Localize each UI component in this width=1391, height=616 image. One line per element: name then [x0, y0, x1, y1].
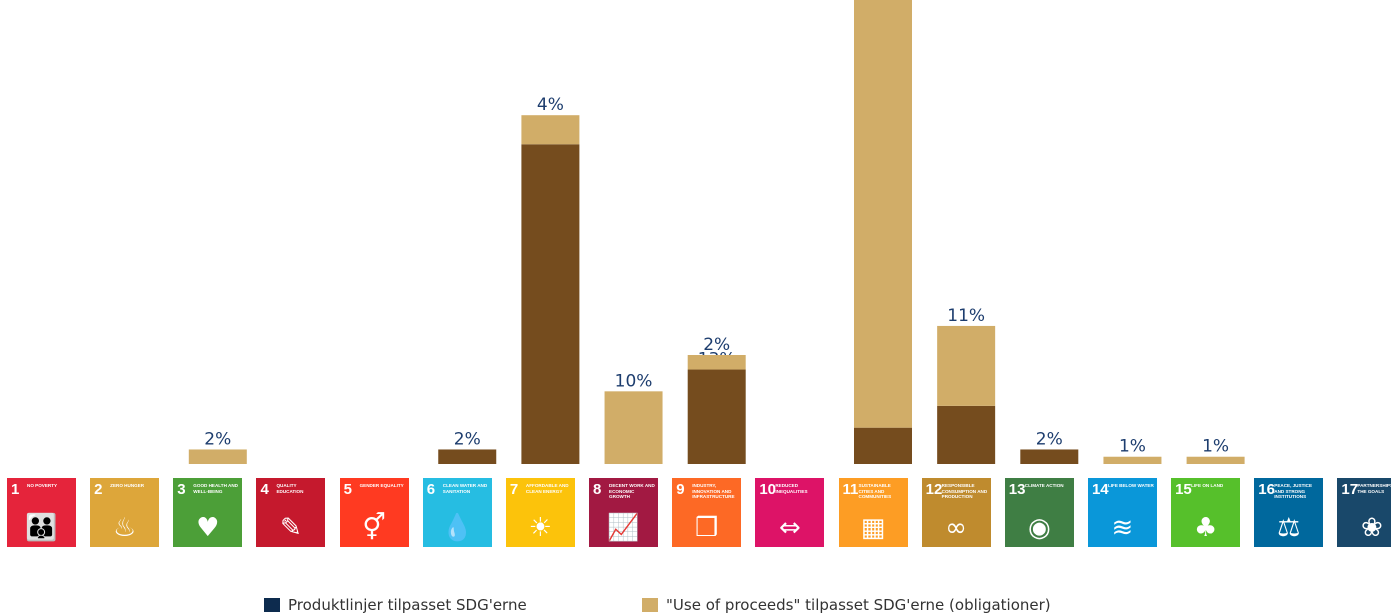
sdg-label: INDUSTRY, INNOVATION AND INFRASTRUCTURE [692, 483, 735, 499]
legend-item-use-of-proceeds: "Use of proceeds" tilpasset SDG'erne (ob… [642, 596, 1051, 614]
data-label-sdg15-series2: 1% [1202, 437, 1229, 457]
sdg-icon-4: 4 QUALITY EDUCATION ✎ [256, 478, 326, 547]
bar-sdg14-series2 [1103, 456, 1162, 464]
sdg-symbol-icon: ❀ [1360, 513, 1383, 543]
legend-label-use-of-proceeds: "Use of proceeds" tilpasset SDG'erne (ob… [666, 596, 1051, 614]
sdg-icon-3: 3 GOOD HEALTH AND WELL-BEING ♥ [173, 478, 243, 547]
sdg-icon-6: 6 CLEAN WATER AND SANITATION 💧 [422, 478, 492, 547]
sdg-icon-13: 13 CLIMATE ACTION ◉ [1004, 478, 1074, 547]
sdg-icon-9: 9 INDUSTRY, INNOVATION AND INFRASTRUCTURE… [672, 478, 742, 547]
sdg-label: REDUCED INEQUALITIES [775, 483, 808, 494]
sdg-symbol-icon: 💧 [441, 513, 474, 543]
sdg-label: CLEAN WATER AND SANITATION [442, 483, 488, 494]
sdg-icon-10: 10 REDUCED INEQUALITIES ⇔ [755, 478, 825, 547]
sdg-label: LIFE BELOW WATER [1107, 483, 1154, 488]
sdg-icon-2: 2 ZERO HUNGER ♨ [90, 478, 160, 547]
legend-item-product-lines: Produktlinjer tilpasset SDG'erne [264, 596, 527, 614]
sdg-number: 1 [11, 481, 20, 498]
sdg-number: 3 [177, 481, 186, 498]
bar-sdg12-series1 [937, 405, 996, 464]
sdg-label: CLIMATE ACTION [1024, 483, 1064, 488]
data-label-sdg9-series2: 2% [703, 335, 730, 355]
sdg-symbol-icon: ❒ [695, 513, 719, 543]
sdg-label: RESPONSIBLE CONSUMPTION AND PRODUCTION [941, 483, 988, 499]
bar-sdg7-series2 [521, 115, 580, 145]
sdg-number: 6 [426, 481, 436, 498]
sdg-symbol-icon: ♣ [1193, 513, 1218, 543]
sdg-label: AFFORDABLE AND CLEAN ENERGY [525, 483, 569, 494]
sdg-number: 15 [1175, 481, 1192, 498]
sdg-symbol-icon: 👪 [25, 513, 58, 543]
sdg-symbol-icon: ◉ [1027, 513, 1051, 543]
sdg-number: 8 [593, 481, 602, 498]
sdg-bar-chart: 2%2%44%4%10%13%2%5%60%8%11%2%1%1% [188, 0, 1245, 464]
bar-sdg3-series2 [188, 449, 247, 464]
sdg-number: 5 [343, 481, 352, 498]
bar-sdg15-series2 [1186, 456, 1245, 464]
sdg-number: 9 [676, 481, 685, 498]
sdg-symbol-icon: ⇔ [778, 513, 801, 543]
sdg-icon-7: 7 AFFORDABLE AND CLEAN ENERGY ☀ [505, 478, 575, 547]
sdg-icon-11: 11 SUSTAINABLE CITIES AND COMMUNITIES ▦ [838, 478, 908, 547]
data-label-sdg12-series2: 11% [947, 306, 985, 326]
bar-sdg11-series2 [854, 0, 912, 428]
sdg-icon-15: 15 LIFE ON LAND ♣ [1171, 478, 1241, 547]
sdg-number: 14 [1091, 481, 1109, 498]
sdg-icon-16: 16 PEACE, JUSTICE AND STRONG INSTITUTIONS… [1254, 478, 1324, 547]
data-label-sdg3-series2: 2% [204, 429, 231, 449]
bar-sdg6-series1 [438, 449, 497, 464]
sdg-symbol-icon: ⚖ [1277, 513, 1301, 543]
sdg-label: QUALITY EDUCATION [276, 483, 304, 494]
sdg-symbol-icon: ✎ [280, 513, 302, 543]
bar-sdg12-series2 [937, 325, 996, 406]
sdg-number: 7 [509, 481, 519, 498]
bar-sdg7-series1 [521, 144, 580, 464]
sdg-symbol-icon: 📈 [607, 513, 640, 543]
data-label-sdg8-series2: 10% [615, 371, 653, 391]
sdg-label: PARTNERSHIPS FOR THE GOALS [1357, 483, 1391, 494]
sdg-number: 17 [1341, 481, 1359, 498]
sdg-label: GENDER EQUALITY [359, 483, 404, 488]
sdg-icon-5: 5 GENDER EQUALITY ⚥ [339, 478, 409, 547]
sdg-icon-8: 8 DECENT WORK AND ECONOMIC GROWTH 📈 [589, 478, 659, 547]
sdg-icon-1: 1 NO POVERTY 👪 [7, 478, 76, 547]
sdg-number: 16 [1258, 481, 1275, 498]
legend-label-product-lines: Produktlinjer tilpasset SDG'erne [288, 596, 527, 614]
sdg-number: 11 [842, 481, 859, 498]
sdg-symbol-icon: ∞ [945, 513, 967, 543]
bar-sdg13-series1 [1020, 449, 1079, 464]
data-label-sdg14-series2: 1% [1119, 437, 1146, 457]
sdg-label: NO POVERTY [27, 483, 58, 488]
sdg-symbol-icon: ≋ [1111, 513, 1134, 543]
sdg-label: GOOD HEALTH AND WELL-BEING [193, 483, 238, 494]
sdg-number: 12 [925, 481, 943, 498]
bar-sdg9-series2 [687, 355, 746, 370]
sdg-number: 13 [1008, 481, 1026, 498]
sdg-icon-14: 14 LIFE BELOW WATER ≋ [1087, 478, 1157, 547]
data-label-sdg6-series1: 2% [454, 429, 481, 449]
sdg-number: 4 [260, 481, 269, 498]
bar-sdg8-series2 [604, 391, 663, 464]
sdg-icon-row: 1 NO POVERTY 👪 2 ZERO HUNGER ♨ 3 GOOD HEALTH AN… [0, 478, 1391, 548]
data-label-sdg7-series2: 4% [537, 95, 564, 115]
sdg-label: ZERO HUNGER [110, 483, 145, 488]
sdg-label: DECENT WORK AND ECONOMIC GROWTH [609, 483, 655, 499]
sdg-symbol-icon: ♨ [112, 513, 137, 543]
sdg-symbol-icon: ☀ [528, 513, 553, 543]
sdg-symbol-icon: ♥ [196, 513, 220, 543]
data-label-sdg13-series1: 2% [1036, 429, 1063, 449]
bar-sdg9-series1 [687, 369, 746, 464]
sdg-label: PEACE, JUSTICE AND STRONG INSTITUTIONS [1274, 483, 1313, 499]
legend-swatch-use-of-proceeds [642, 598, 658, 612]
sdg-label: SUSTAINABLE CITIES AND COMMUNITIES [858, 483, 892, 499]
sdg-label: LIFE ON LAND [1191, 483, 1224, 488]
sdg-symbol-icon: ⚥ [362, 513, 386, 543]
sdg-number: 10 [759, 481, 777, 498]
bar-sdg11-series1 [854, 427, 912, 464]
sdg-number: 2 [94, 481, 103, 498]
sdg-symbol-icon: ▦ [860, 513, 886, 543]
sdg-icon-12: 12 RESPONSIBLE CONSUMPTION AND PRODUCTION… [921, 478, 991, 547]
legend-swatch-product-lines [264, 598, 280, 612]
